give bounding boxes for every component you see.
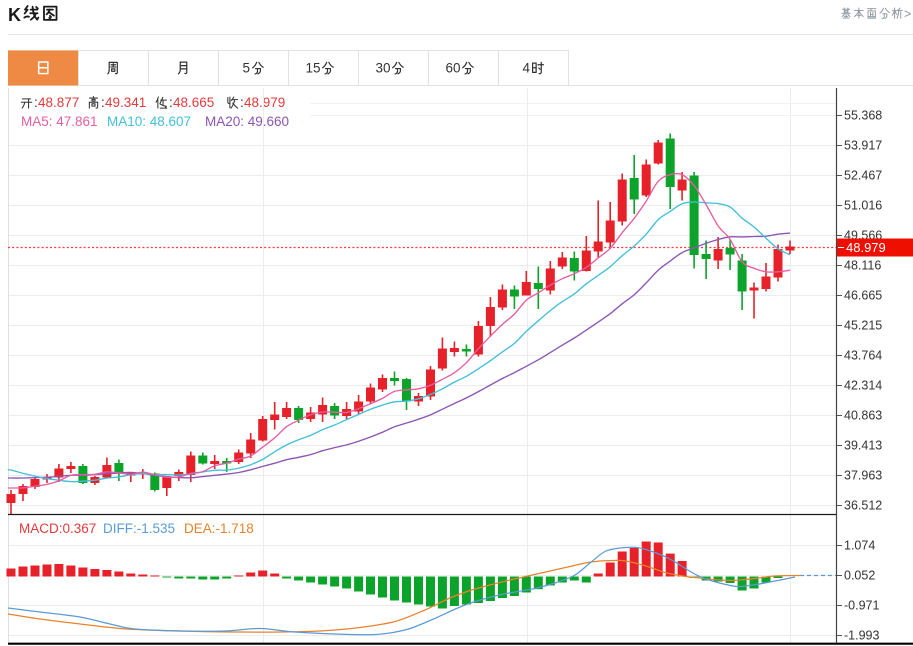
svg-text:37.963: 37.963 xyxy=(844,469,882,483)
svg-text:40.863: 40.863 xyxy=(844,409,882,423)
svg-text:48.979: 48.979 xyxy=(244,95,285,110)
svg-text:45.215: 45.215 xyxy=(844,319,882,333)
svg-text:4: 4 xyxy=(523,61,531,76)
svg-text:MACD:0.367: MACD:0.367 xyxy=(19,521,96,536)
svg-text:48.979: 48.979 xyxy=(846,240,886,255)
svg-text:0.052: 0.052 xyxy=(844,569,875,583)
svg-text:53.917: 53.917 xyxy=(844,139,882,153)
svg-text::: : xyxy=(169,95,173,110)
svg-text:MA5: 47.861: MA5: 47.861 xyxy=(21,114,98,129)
svg-text:52.467: 52.467 xyxy=(844,169,882,183)
svg-text:5: 5 xyxy=(243,61,251,76)
svg-text:DEA:-1.718: DEA:-1.718 xyxy=(184,521,254,536)
svg-text:-0.971: -0.971 xyxy=(844,599,879,613)
svg-text:>: > xyxy=(904,7,911,21)
svg-text:MA20: 49.660: MA20: 49.660 xyxy=(205,114,289,129)
svg-text:60: 60 xyxy=(446,61,461,76)
svg-text:48.877: 48.877 xyxy=(38,95,79,110)
svg-text:K: K xyxy=(8,5,21,25)
svg-text::: : xyxy=(34,95,38,110)
svg-text::: : xyxy=(101,95,105,110)
svg-text:DIFF:-1.535: DIFF:-1.535 xyxy=(103,521,175,536)
svg-text:15: 15 xyxy=(306,61,321,76)
svg-text:30: 30 xyxy=(376,61,391,76)
svg-text:48.665: 48.665 xyxy=(173,95,214,110)
svg-text:36.512: 36.512 xyxy=(844,499,882,513)
svg-text:55.368: 55.368 xyxy=(844,109,882,123)
svg-text:48.116: 48.116 xyxy=(844,259,881,273)
svg-text:46.665: 46.665 xyxy=(844,289,882,303)
svg-text:51.016: 51.016 xyxy=(844,199,882,213)
svg-text:42.314: 42.314 xyxy=(844,379,882,393)
svg-text:1.074: 1.074 xyxy=(844,539,875,553)
svg-text::: : xyxy=(240,95,244,110)
svg-text:49.341: 49.341 xyxy=(105,95,146,110)
svg-text:MA10: 48.607: MA10: 48.607 xyxy=(107,114,191,129)
svg-text:39.413: 39.413 xyxy=(844,439,882,453)
svg-text:-1.993: -1.993 xyxy=(844,629,879,643)
svg-text:43.764: 43.764 xyxy=(844,349,882,363)
